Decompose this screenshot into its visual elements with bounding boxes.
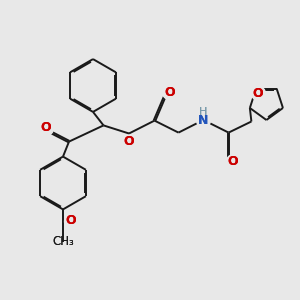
Text: O: O <box>66 214 76 227</box>
Text: N: N <box>198 113 208 127</box>
Text: N: N <box>198 113 208 127</box>
Text: O: O <box>40 121 51 134</box>
Text: CH₃: CH₃ <box>52 235 74 248</box>
Text: H: H <box>199 106 208 117</box>
Text: CH₃: CH₃ <box>52 235 74 248</box>
Text: O: O <box>164 86 175 99</box>
Text: O: O <box>252 86 263 100</box>
Text: O: O <box>252 86 263 100</box>
Text: O: O <box>124 135 134 148</box>
Text: O: O <box>164 86 175 99</box>
Text: O: O <box>228 155 238 168</box>
Text: O: O <box>66 214 76 227</box>
Text: O: O <box>40 121 51 134</box>
Text: O: O <box>228 155 238 168</box>
Text: H: H <box>199 106 208 117</box>
Text: O: O <box>124 135 134 148</box>
